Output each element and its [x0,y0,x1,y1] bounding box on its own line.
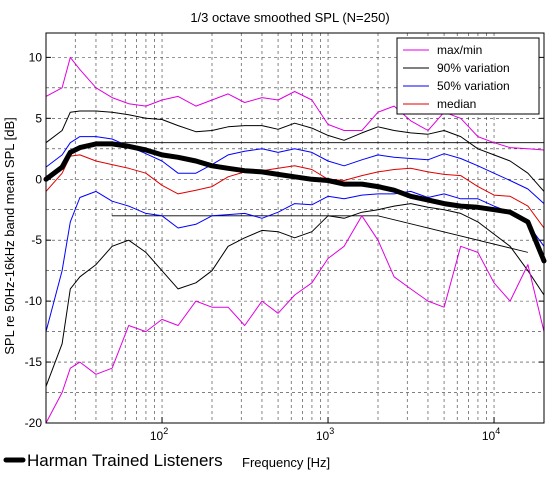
series-line-harman-trained-listeners [43,141,547,264]
x-axis-ticks: 102 103 104 [150,417,500,443]
grid-lines [46,33,544,423]
y-axis-ticks: 10 5 0 -5 -10 -15 -20 [25,50,544,430]
series-line-median [45,154,545,229]
series-line-max [45,56,545,151]
legend-box [396,37,540,115]
y-tick-label: -20 [25,416,43,430]
legend-label: median [437,97,476,111]
series-lines [43,56,547,424]
legend-label: max/min [437,43,482,57]
reference-line [377,215,529,253]
y-tick-label: 10 [29,50,43,64]
legend: max/min 90% variation 50% variation median [396,37,540,115]
series-line-min [45,215,545,424]
series-line-50-low [45,190,545,333]
y-axis-label: SPL re 50Hz-16kHz band mean SPL [dB] [2,117,17,355]
annotation-harman: Harman Trained Listeners [3,451,223,470]
legend-label: 50% variation [437,79,510,93]
y-tick-label: -5 [31,233,42,247]
plot-border [45,32,545,424]
series-line-50-high [45,136,545,205]
y-tick-label: 5 [35,111,42,125]
chart-title: 1/3 octave smoothed SPL (N=250) [190,10,389,25]
series-line-90-high [45,110,545,192]
series-line-90-low [45,203,545,387]
x-axis-label: Frequency [Hz] [242,455,330,470]
x-tick-label: 103 [316,426,334,443]
x-tick-label: 102 [150,426,168,443]
y-tick-label: 0 [35,172,42,186]
legend-label: 90% variation [437,61,510,75]
y-tick-label: -10 [25,294,43,308]
annotation-label: Harman Trained Listeners [27,451,223,470]
reference-lines [112,142,544,253]
x-tick-label: 104 [482,426,500,443]
y-tick-label: -15 [25,355,43,369]
